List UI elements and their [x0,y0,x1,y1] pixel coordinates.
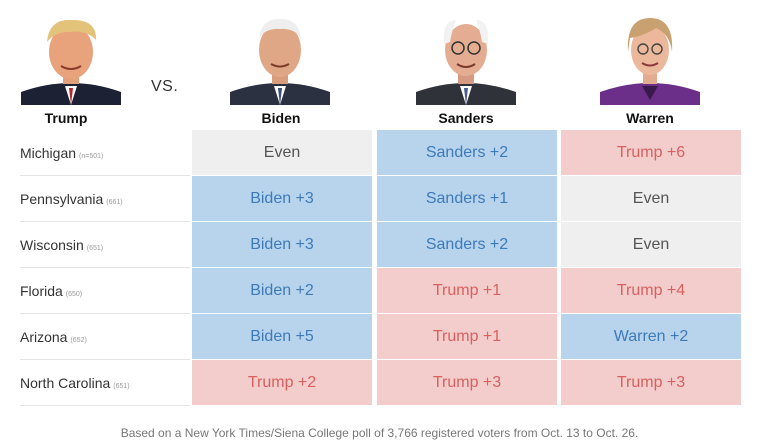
poll-result-cell: Trump +1 [377,314,557,359]
poll-result-cell: Trump +3 [561,360,741,405]
state-label: Florida (650) [20,268,82,314]
poll-result-cell: Sanders +2 [377,130,557,175]
row-divider [20,267,190,268]
state-name: Pennsylvania [20,191,104,207]
state-name: Florida [20,283,63,299]
poll-result-cell: Even [561,222,741,267]
state-label: North Carolina (651) [20,360,130,406]
poll-result-cell: Trump +2 [192,360,372,405]
state-label: Arizona (652) [20,314,87,360]
sample-size: (661) [106,199,123,206]
versus-label: VS. [151,78,179,95]
poll-result-cell: Sanders +1 [377,176,557,221]
candidate-name-sanders: Sanders [438,110,494,126]
state-name: Arizona [20,329,68,345]
candidate-name-biden: Biden [261,110,301,126]
poll-result-cell: Trump +1 [377,268,557,313]
poll-result-cell: Trump +6 [561,130,741,175]
state-label: Pennsylvania (661) [20,176,123,222]
candidate-name-warren: Warren [626,110,674,126]
row-divider [20,313,190,314]
poll-result-cell: Even [192,130,372,175]
row-divider [20,221,190,222]
sample-size: (652) [70,337,87,344]
sample-size: (n=501) [79,153,104,160]
poll-result-cell: Trump +3 [377,360,557,405]
row-divider [20,359,190,360]
poll-result-cell: Sanders +2 [377,222,557,267]
poll-result-cell: Biden +3 [192,222,372,267]
warren-portrait [600,8,700,105]
poll-result-cell: Even [561,176,741,221]
footnote: Based on a New York Times/Siena College … [120,426,639,440]
biden-portrait [230,8,330,105]
poll-result-cell: Biden +3 [192,176,372,221]
poll-result-cell: Warren +2 [561,314,741,359]
sample-size: (651) [113,383,130,390]
state-label: Michigan (n=501) [20,130,103,176]
row-divider [20,405,190,406]
poll-result-cell: Biden +2 [192,268,372,313]
trump-portrait [21,8,121,105]
state-name: North Carolina [20,375,111,391]
state-name: Michigan [20,145,77,161]
candidate-name-trump: Trump [44,110,88,126]
sanders-portrait [416,8,516,105]
row-divider [20,175,190,176]
state-name: Wisconsin [20,237,84,253]
sample-size: (650) [65,291,83,298]
sample-size: (651) [86,245,104,252]
state-label: Wisconsin (651) [20,222,103,268]
poll-result-cell: Biden +5 [192,314,372,359]
poll-result-cell: Trump +4 [561,268,741,313]
